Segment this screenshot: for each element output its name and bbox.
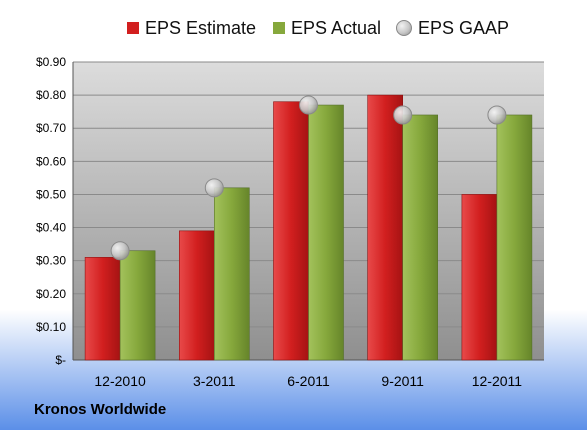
estimate-swatch-icon [127, 22, 139, 34]
actual-bar [308, 104, 344, 361]
legend-item-actual: EPS Actual [273, 16, 381, 40]
y-tick-label: $0.60 [36, 154, 66, 168]
gaap-marker [204, 178, 224, 198]
y-tick-label: $0.70 [36, 121, 66, 135]
estimate-bar [179, 230, 215, 361]
actual-bar [402, 114, 439, 361]
y-tick-label: $0.50 [36, 187, 66, 201]
legend-item-gaap: EPS GAAP [396, 16, 509, 40]
gaap-marker [299, 95, 318, 115]
actual-bar [119, 250, 156, 361]
gaap-markers [110, 95, 507, 261]
estimate-bar [84, 257, 121, 361]
gaap-marker-icon [396, 20, 412, 36]
gaap-marker [487, 105, 507, 125]
estimate-bar [273, 101, 309, 361]
x-tick-label: 9-2011 [381, 373, 424, 389]
x-tick-label: 3-2011 [193, 373, 236, 389]
y-tick-label: $0.20 [36, 287, 66, 301]
legend-item-estimate: EPS Estimate [127, 16, 256, 40]
gaap-marker [393, 105, 413, 125]
legend-label-gaap: EPS GAAP [418, 17, 510, 38]
legend-label-estimate: EPS Estimate [145, 17, 257, 38]
y-tick-label: $0.40 [36, 221, 66, 235]
x-axis-ticks: 12-2010 3-2011 6-2011 9-2011 12-2011 [94, 373, 522, 389]
y-tick-label: $0.80 [36, 88, 66, 102]
estimate-bar [367, 94, 404, 361]
y-tick-label: $- [55, 353, 66, 367]
y-tick-label: $0.10 [36, 320, 66, 334]
bars [84, 94, 533, 361]
estimate-bar [461, 194, 498, 361]
gaap-marker [110, 241, 130, 261]
company-name: Kronos Worldwide [34, 401, 167, 418]
y-tick-label: $0.30 [36, 254, 66, 268]
actual-bar [496, 114, 533, 361]
x-tick-label: 12-2010 [94, 373, 146, 389]
legend: EPS Estimate EPS Actual EPS GAAP [0, 16, 587, 40]
legend-label-actual: EPS Actual [291, 17, 382, 38]
y-tick-label: $0.90 [36, 55, 66, 69]
actual-swatch-icon [273, 22, 285, 34]
x-tick-label: 6-2011 [287, 373, 330, 389]
x-tick-label: 12-2011 [472, 373, 523, 389]
actual-bar [214, 187, 250, 361]
y-axis-ticks: $- $0.10 $0.20 $0.30 $0.40 $0.50 $0.60 $0.70 $0.… [36, 55, 66, 367]
